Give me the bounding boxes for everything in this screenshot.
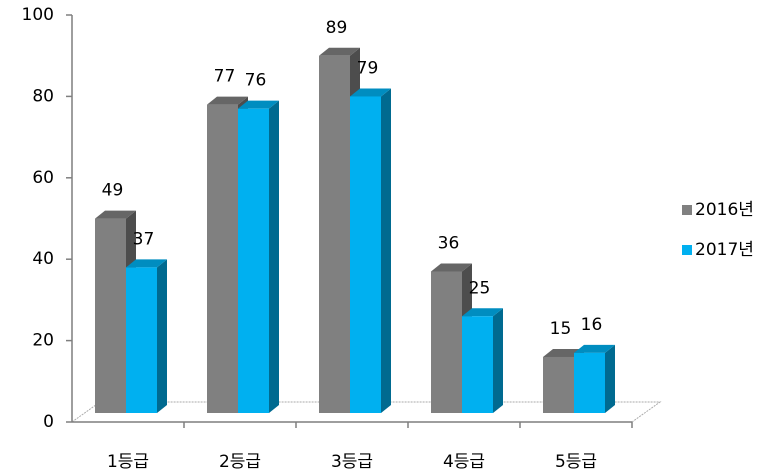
bar-top [207, 96, 248, 105]
x-tick-label: 5등급 [555, 452, 597, 472]
bar [238, 108, 269, 414]
bar-side [605, 344, 615, 413]
bar-side [381, 88, 391, 413]
x-tick-label: 2등급 [219, 452, 261, 472]
bar-top [319, 47, 360, 56]
bar [574, 352, 605, 413]
bar-top [95, 210, 136, 219]
bar [319, 55, 350, 414]
bar [95, 218, 126, 413]
bar-top [126, 259, 167, 268]
bar-top [238, 100, 279, 109]
bar [350, 96, 381, 413]
data-label: 37 [133, 229, 155, 249]
data-label: 15 [550, 319, 572, 339]
x-tick-label: 4등급 [443, 452, 485, 472]
data-label: 89 [326, 18, 348, 38]
data-label: 77 [214, 67, 236, 87]
legend-swatch [682, 245, 692, 255]
bar [543, 356, 574, 413]
y-tick-label: 40 [32, 249, 54, 269]
bar [462, 316, 493, 413]
bar-top [462, 308, 503, 317]
y-tick-label: 0 [43, 412, 54, 432]
bar-top [574, 344, 615, 353]
bar [126, 267, 157, 413]
bar-side [269, 100, 279, 414]
bar-side [157, 259, 167, 413]
legend-label: 2017년 [695, 240, 754, 260]
x-tick-label: 3등급 [331, 452, 373, 472]
legend-swatch [682, 205, 692, 215]
data-label: 76 [245, 71, 267, 91]
data-label: 16 [581, 315, 603, 335]
bar-top [431, 263, 472, 272]
y-tick-label: 100 [22, 5, 54, 25]
bar-side [493, 308, 503, 413]
data-label: 36 [438, 233, 460, 253]
x-tick-label: 1등급 [107, 452, 149, 472]
bar-top [543, 348, 584, 357]
y-tick-label: 60 [32, 168, 54, 188]
data-label: 25 [469, 278, 491, 298]
bar [207, 104, 238, 414]
bar [431, 271, 462, 413]
bar-top [350, 88, 391, 97]
y-tick-label: 80 [32, 86, 54, 106]
y-tick-label: 20 [32, 331, 54, 351]
data-label: 49 [102, 181, 124, 201]
data-label: 79 [357, 58, 379, 78]
legend-label: 2016년 [695, 200, 754, 220]
